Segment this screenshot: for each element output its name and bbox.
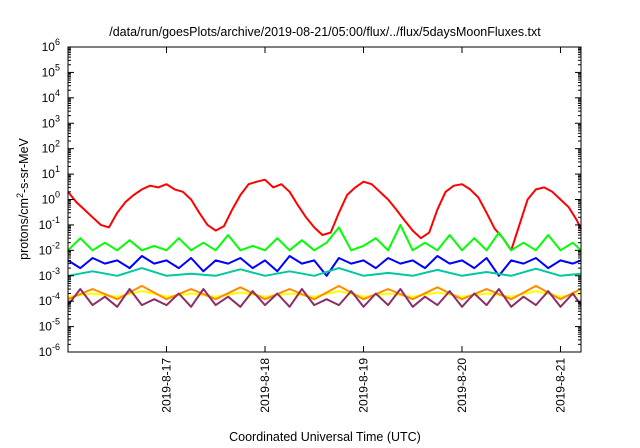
x-axis-label: Coordinated Universal Time (UTC): [229, 430, 421, 444]
y-axis-label-rest: -s-sr-MeV: [17, 137, 31, 193]
series-line-5: [67, 284, 582, 301]
series-line-2: [67, 255, 582, 277]
y-tick-base: 10: [42, 142, 56, 156]
y-tick-exp: -6: [52, 342, 60, 352]
y-axis-label-sup: 2: [15, 193, 25, 198]
x-tick-label: 2019-8-17: [159, 358, 173, 413]
y-tick-exp: -5: [52, 317, 60, 327]
y-tick-base: 10: [39, 345, 53, 359]
y-tick-exp: -1: [52, 215, 60, 225]
y-tick-base: 10: [42, 91, 56, 105]
y-tick-exp: -4: [52, 291, 60, 301]
y-tick-label: 101: [42, 164, 60, 181]
y-tick-label: 100: [42, 190, 60, 207]
plot-frame: [67, 46, 582, 353]
x-axis: 2019-8-17 2019-8-18 2019-8-19 2019-8-20 2019…: [159, 47, 567, 413]
y-tick-exp: 4: [55, 88, 60, 98]
y-tick-exp: 5: [55, 62, 60, 72]
y-tick-label: 105: [42, 62, 60, 79]
series-line-1: [67, 223, 582, 252]
y-tick-label: 10-3: [39, 266, 60, 283]
y-tick-exp: -3: [52, 266, 60, 276]
chart-title: /data/run/goesPlots/archive/2019-08-21/0…: [109, 25, 541, 39]
y-tick-base: 10: [42, 193, 56, 207]
y-tick-base: 10: [39, 243, 53, 257]
y-tick-label: 10-1: [39, 215, 60, 232]
y-axis-label: protons/cm2-s-sr-MeV: [15, 137, 31, 259]
x-tick-label: 2019-8-18: [258, 358, 272, 413]
y-tick-base: 10: [42, 167, 56, 181]
y-tick-exp: 1: [55, 164, 60, 174]
series-line-3: [67, 267, 582, 277]
y-tick-base: 10: [42, 116, 56, 130]
y-tick-label: 104: [42, 88, 60, 105]
y-axis-label-main: protons/cm: [17, 198, 31, 260]
series-line-6: [67, 288, 582, 308]
y-tick-label: 102: [42, 139, 60, 156]
y-tick-base: 10: [39, 320, 53, 334]
y-tick-exp: 3: [55, 113, 60, 123]
y-tick-base: 10: [39, 294, 53, 308]
y-tick-base: 10: [42, 40, 56, 54]
x-tick-label: 2019-8-21: [553, 358, 567, 413]
y-tick-label: 10-2: [39, 240, 60, 257]
x-tick-label: 2019-8-19: [356, 358, 370, 413]
y-tick-exp: 0: [55, 190, 60, 200]
y-tick-exp: 6: [55, 37, 60, 47]
y-tick-label: 10-6: [39, 342, 60, 359]
y-tick-base: 10: [42, 65, 56, 79]
y-tick-label: 106: [42, 37, 60, 54]
y-tick-base: 10: [39, 218, 53, 232]
y-tick-base: 10: [39, 269, 53, 283]
series-layer: [67, 178, 582, 308]
x-tick-label: 2019-8-20: [455, 358, 469, 413]
y-axis: 10-610-510-410-310-210-11001011021031041…: [39, 37, 581, 359]
y-tick-exp: -2: [52, 240, 60, 250]
y-tick-label: 10-4: [39, 291, 60, 308]
y-tick-label: 103: [42, 113, 60, 130]
y-tick-label: 10-5: [39, 317, 60, 334]
y-tick-exp: 2: [55, 139, 60, 149]
